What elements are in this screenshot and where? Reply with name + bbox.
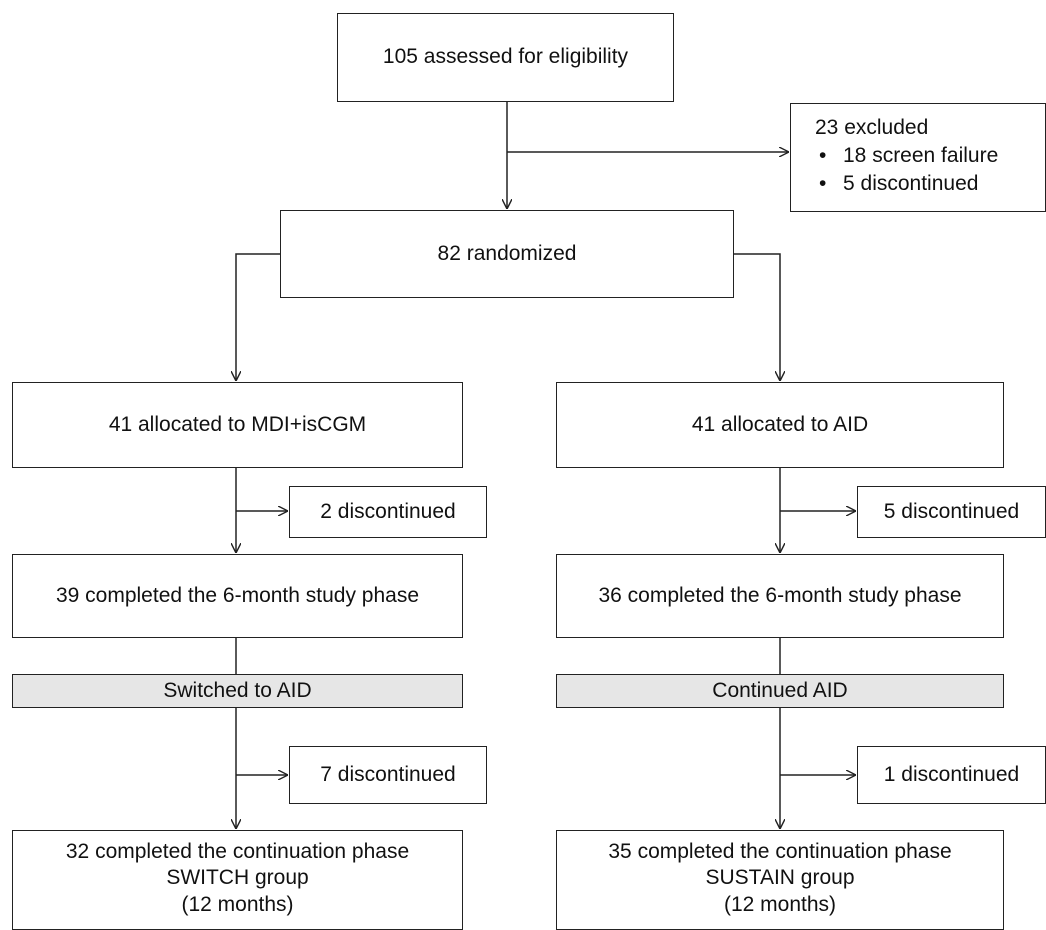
left-phase-label: Switched to AID [163,678,312,702]
left-completed-6month-label: 39 completed the 6-month study phase [55,583,420,607]
left-final-duration: (12 months) [181,892,294,916]
right-phase-label: Continued AID [712,678,848,702]
right-allocated-box: 41 allocated to AID [556,382,1004,468]
right-discontinued-label-1: 5 discontinued [883,499,1020,523]
left-completed-6month-box: 39 completed the 6-month study phase [12,554,463,638]
right-discontinued-box-2: 1 discontinued [857,746,1046,804]
right-allocated-label: 41 allocated to AID [691,412,869,436]
right-completed-6month-label: 36 completed the 6-month study phase [598,583,962,607]
assessed-label: 105 assessed for eligibility [382,45,629,69]
right-discontinued-box-1: 5 discontinued [857,486,1046,538]
left-final-group: SWITCH group [166,866,309,890]
right-final-group: SUSTAIN group [705,866,855,890]
right-completed-6month-box: 36 completed the 6-month study phase [556,554,1004,638]
excluded-item: 5 discontinued [815,170,1045,198]
excluded-item: 18 screen failure [815,142,1045,170]
right-discontinued-label-2: 1 discontinued [883,762,1020,786]
left-allocated-box: 41 allocated to MDI+isCGM [12,382,463,468]
right-phase-box: Continued AID [556,674,1004,708]
randomized-box: 82 randomized [280,210,734,298]
left-allocated-label: 41 allocated to MDI+isCGM [108,412,367,436]
left-discontinued-box-1: 2 discontinued [289,486,487,538]
left-discontinued-label-1: 2 discontinued [320,499,456,523]
right-final-line-1: 35 completed the continuation phase [608,840,952,863]
randomized-label: 82 randomized [437,241,577,265]
left-final-box: 32 completed the continuation phase SWIT… [12,830,463,930]
right-final-duration: (12 months) [723,892,837,916]
left-phase-box: Switched to AID [12,674,463,708]
excluded-box: 23 excluded 18 screen failure 5 disconti… [790,103,1046,212]
left-discontinued-box-2: 7 discontinued [289,746,487,804]
right-final-box: 35 completed the continuation phase SUST… [556,830,1004,930]
left-discontinued-label-2: 7 discontinued [320,762,456,786]
left-final-line-1: 32 completed the continuation phase [65,840,410,863]
excluded-list: 18 screen failure 5 discontinued [815,142,1045,198]
excluded-title: 23 excluded [815,116,929,139]
assessed-box: 105 assessed for eligibility [337,13,674,102]
